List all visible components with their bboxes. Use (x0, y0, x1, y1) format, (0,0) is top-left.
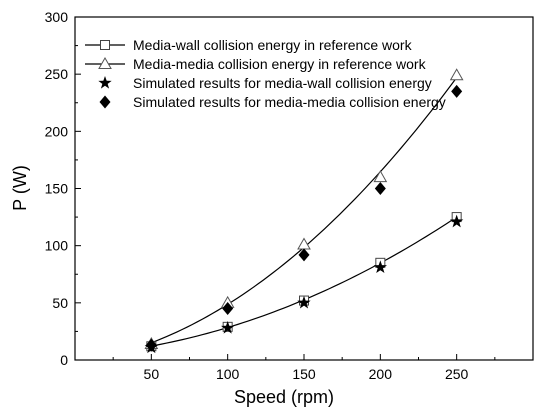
legend-label: Simulated results for media-media collis… (133, 94, 446, 110)
x-axis-title: Speed (rpm) (234, 387, 334, 407)
fit-curves (151, 77, 458, 347)
x-tick-label: 200 (369, 366, 393, 382)
legend-label: Simulated results for media-wall collisi… (133, 75, 432, 91)
series-3-point (374, 182, 386, 195)
y-tick-label: 0 (60, 352, 68, 368)
legend-marker (98, 76, 112, 89)
series-1-point (449, 68, 464, 81)
y-tick-label: 150 (45, 181, 69, 197)
y-tick-label: 50 (52, 295, 68, 311)
series-3-point (451, 84, 463, 98)
x-tick-label: 150 (292, 366, 316, 382)
y-tick-label: 100 (45, 238, 69, 254)
x-tick-label: 50 (144, 366, 160, 382)
series-2-point (450, 214, 464, 228)
x-tick-label: 250 (445, 366, 469, 382)
y-tick-label: 250 (45, 66, 69, 82)
series-3-point (145, 338, 157, 352)
series-0-curve (151, 216, 457, 347)
legend-label: Media-media collision energy in referenc… (133, 56, 427, 72)
legend: Media-wall collision energy in reference… (85, 37, 446, 110)
series-3-point (298, 248, 310, 262)
legend-marker (99, 95, 111, 109)
y-tick-label: 200 (45, 123, 69, 139)
data-markers (144, 68, 464, 354)
series-2-point (297, 295, 311, 309)
legend-marker (100, 40, 110, 50)
y-axis-title: P (W) (10, 165, 30, 211)
axis-ticks: 50 100 150 200 250 0 50 100 150 200 250 300 (45, 9, 496, 382)
series-2-point (221, 320, 235, 334)
y-tick-label: 300 (45, 9, 69, 25)
series-2-point (373, 260, 387, 274)
legend-label: Media-wall collision energy in reference… (133, 37, 413, 53)
x-tick-label: 100 (216, 366, 240, 382)
legend-marker (98, 56, 112, 69)
series-1-point (373, 170, 388, 183)
series-3-point (222, 302, 234, 316)
